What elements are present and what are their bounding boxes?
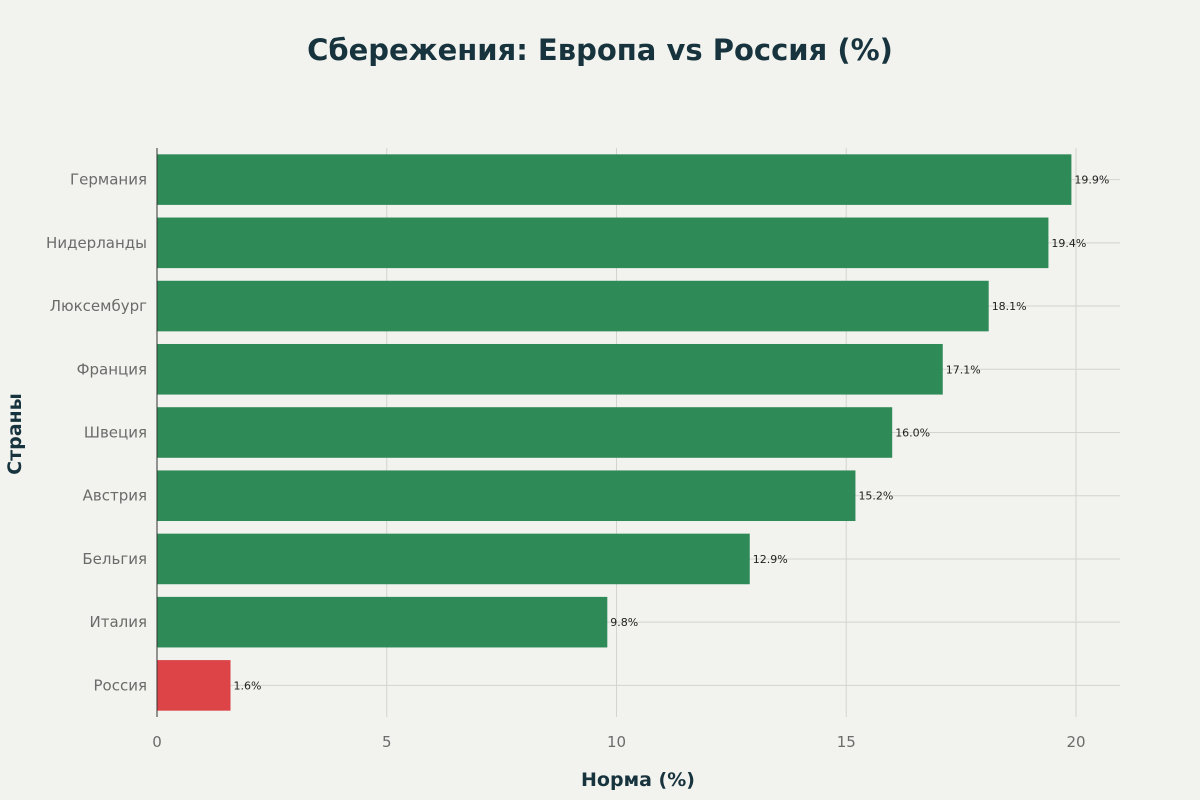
bar-value-label: 19.4% bbox=[1051, 237, 1086, 250]
bar bbox=[157, 280, 989, 332]
chart-title: Сбережения: Европа vs Россия (%) bbox=[307, 33, 893, 67]
bar-value-label: 1.6% bbox=[234, 679, 262, 692]
x-tick-label: 20 bbox=[1066, 733, 1085, 751]
category-label: Россия bbox=[94, 676, 148, 694]
bar bbox=[157, 596, 608, 648]
x-tick-label: 5 bbox=[382, 733, 392, 751]
bar-value-label: 18.1% bbox=[992, 300, 1027, 313]
bars bbox=[157, 154, 1072, 711]
bar-value-label: 16.0% bbox=[895, 427, 930, 440]
bar bbox=[157, 343, 943, 395]
bar bbox=[157, 407, 893, 458]
category-label: Швеция bbox=[84, 424, 147, 442]
bar bbox=[157, 660, 231, 711]
bar-value-label: 17.1% bbox=[946, 363, 981, 376]
category-labels: Германия Нидерланды Люксембург Франция Швеци… bbox=[46, 171, 147, 695]
bar-value-label: 15.2% bbox=[858, 490, 893, 503]
bar bbox=[157, 217, 1049, 269]
x-tick-labels: 0 5 10 15 20 bbox=[152, 733, 1085, 751]
bar bbox=[157, 154, 1072, 205]
bar-value-label: 19.9% bbox=[1074, 174, 1109, 187]
category-label: Франция bbox=[77, 360, 147, 378]
x-tick-label: 15 bbox=[837, 733, 856, 751]
bar-value-label: 12.9% bbox=[753, 553, 788, 566]
category-label: Германия bbox=[70, 171, 147, 189]
x-tick-label: 0 bbox=[152, 733, 162, 751]
category-label: Австрия bbox=[83, 487, 147, 505]
category-label: Нидерланды bbox=[46, 234, 147, 252]
bar-value-label: 9.8% bbox=[610, 616, 638, 629]
category-label: Бельгия bbox=[82, 550, 147, 568]
bar bbox=[157, 470, 856, 522]
x-tick-label: 10 bbox=[607, 733, 626, 751]
y-axis-title: Страны bbox=[4, 393, 26, 475]
category-label: Италия bbox=[89, 613, 147, 631]
data-labels: 19.9% 19.4% 18.1% 17.1% 16.0% 15.2% 12.9% 9.8% 1… bbox=[234, 174, 1110, 693]
x-axis-title: Норма (%) bbox=[581, 769, 695, 791]
category-label: Люксембург bbox=[50, 297, 147, 315]
bar bbox=[157, 533, 750, 585]
